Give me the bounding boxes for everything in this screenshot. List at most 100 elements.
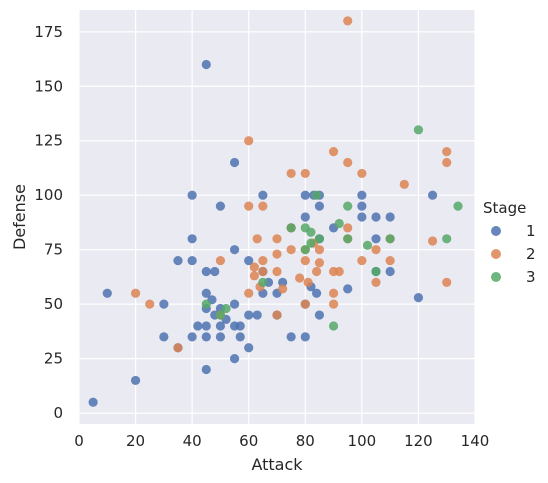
data-point-stage-2 [442, 157, 452, 168]
data-point-stage-2 [371, 277, 381, 287]
data-point-stage-2 [343, 16, 353, 26]
data-point-stage-3 [413, 125, 424, 135]
data-point-stage-3 [286, 223, 296, 233]
plot-area [79, 10, 475, 424]
data-point-stage-1 [201, 288, 211, 298]
data-point-stage-3 [306, 227, 316, 237]
data-point-stage-1 [201, 59, 211, 70]
data-point-stage-2 [300, 168, 310, 179]
x-axis-title: Attack [251, 455, 303, 474]
data-point-stage-2 [357, 168, 367, 179]
data-point-stage-2 [272, 234, 282, 244]
data-point-stage-2 [286, 245, 296, 255]
data-point-stage-2 [145, 299, 155, 309]
data-point-stage-1 [244, 343, 254, 353]
data-point-stage-1 [229, 245, 240, 255]
data-point-stage-1 [201, 266, 211, 277]
data-point-stage-2 [244, 136, 254, 146]
data-point-stage-1 [210, 266, 220, 277]
data-points [88, 16, 463, 407]
data-point-stage-1 [343, 284, 353, 294]
data-point-stage-2 [272, 249, 282, 259]
legend: Stage 1 2 3 [483, 199, 536, 286]
data-point-stage-1 [215, 201, 226, 211]
x-tick-label: 140 [461, 432, 490, 450]
x-tick-label: 60 [239, 432, 258, 450]
data-point-stage-1 [159, 332, 169, 342]
data-point-stage-1 [187, 190, 197, 200]
y-tick-label: 175 [34, 23, 63, 41]
data-point-stage-2 [371, 245, 381, 255]
data-point-stage-2 [215, 255, 226, 266]
data-point-stage-2 [173, 343, 183, 353]
data-point-stage-2 [328, 147, 339, 157]
data-point-stage-2 [300, 299, 310, 309]
data-point-stage-1 [258, 190, 268, 200]
data-point-stage-3 [343, 201, 353, 211]
data-point-stage-1 [314, 201, 325, 211]
data-point-stage-1 [252, 310, 262, 320]
legend-label: 1 [526, 222, 536, 240]
data-point-stage-3 [312, 190, 322, 200]
data-point-stage-1 [278, 277, 288, 287]
legend-marker [491, 272, 501, 282]
data-point-stage-1 [300, 190, 310, 200]
data-point-stage-2 [442, 277, 452, 287]
data-point-stage-2 [244, 288, 254, 298]
data-point-stage-3 [442, 234, 452, 244]
data-point-stage-2 [303, 277, 313, 287]
data-point-stage-3 [343, 234, 353, 244]
data-point-stage-2 [252, 234, 262, 244]
data-point-stage-3 [328, 321, 339, 331]
data-point-stage-1 [229, 354, 240, 364]
data-point-stage-1 [201, 364, 211, 375]
x-tick-label: 40 [183, 432, 202, 450]
data-point-stage-1 [385, 266, 395, 277]
y-tick-label: 25 [44, 350, 63, 368]
data-point-stage-1 [130, 375, 141, 386]
x-tick-label: 100 [348, 432, 377, 450]
data-point-stage-1 [159, 299, 169, 309]
data-point-stage-3 [385, 234, 395, 244]
y-tick-label: 50 [44, 295, 63, 313]
data-point-stage-1 [385, 212, 395, 222]
data-point-stage-2 [334, 266, 344, 277]
data-point-stage-1 [187, 234, 197, 244]
data-point-stage-3 [215, 310, 226, 320]
data-point-stage-1 [312, 288, 322, 298]
data-point-stage-1 [314, 310, 325, 320]
data-point-stage-2 [312, 266, 322, 277]
data-point-stage-1 [229, 299, 240, 309]
data-point-stage-2 [249, 271, 259, 281]
data-point-stage-2 [130, 288, 141, 298]
data-point-stage-2 [385, 255, 395, 266]
x-tick-labels: 0 20 40 60 80 100 120 140 [74, 432, 489, 450]
data-point-stage-3 [371, 266, 381, 277]
data-point-stage-1 [88, 397, 98, 407]
data-point-stage-2 [328, 288, 339, 298]
y-tick-label: 75 [44, 241, 63, 259]
data-point-stage-1 [286, 332, 296, 342]
legend-label: 2 [526, 245, 536, 263]
data-point-stage-3 [306, 238, 316, 248]
data-point-stage-2 [314, 258, 325, 268]
data-point-stage-1 [300, 332, 310, 342]
data-point-stage-2 [427, 236, 438, 246]
data-point-stage-2 [328, 299, 339, 309]
data-point-stage-1 [229, 157, 240, 168]
data-point-stage-2 [278, 284, 288, 294]
legend-marker [491, 249, 501, 259]
y-tick-label: 150 [34, 77, 63, 95]
data-point-stage-2 [343, 223, 353, 233]
x-tick-label: 120 [404, 432, 433, 450]
y-tick-label: 100 [34, 186, 63, 204]
data-point-stage-1 [244, 255, 254, 266]
data-point-stage-3 [258, 277, 268, 287]
data-point-stage-1 [235, 332, 245, 342]
data-point-stage-1 [187, 332, 197, 342]
data-point-stage-2 [244, 201, 254, 211]
data-point-stage-2 [258, 255, 268, 266]
data-point-stage-1 [413, 293, 424, 303]
data-point-stage-3 [453, 201, 463, 211]
